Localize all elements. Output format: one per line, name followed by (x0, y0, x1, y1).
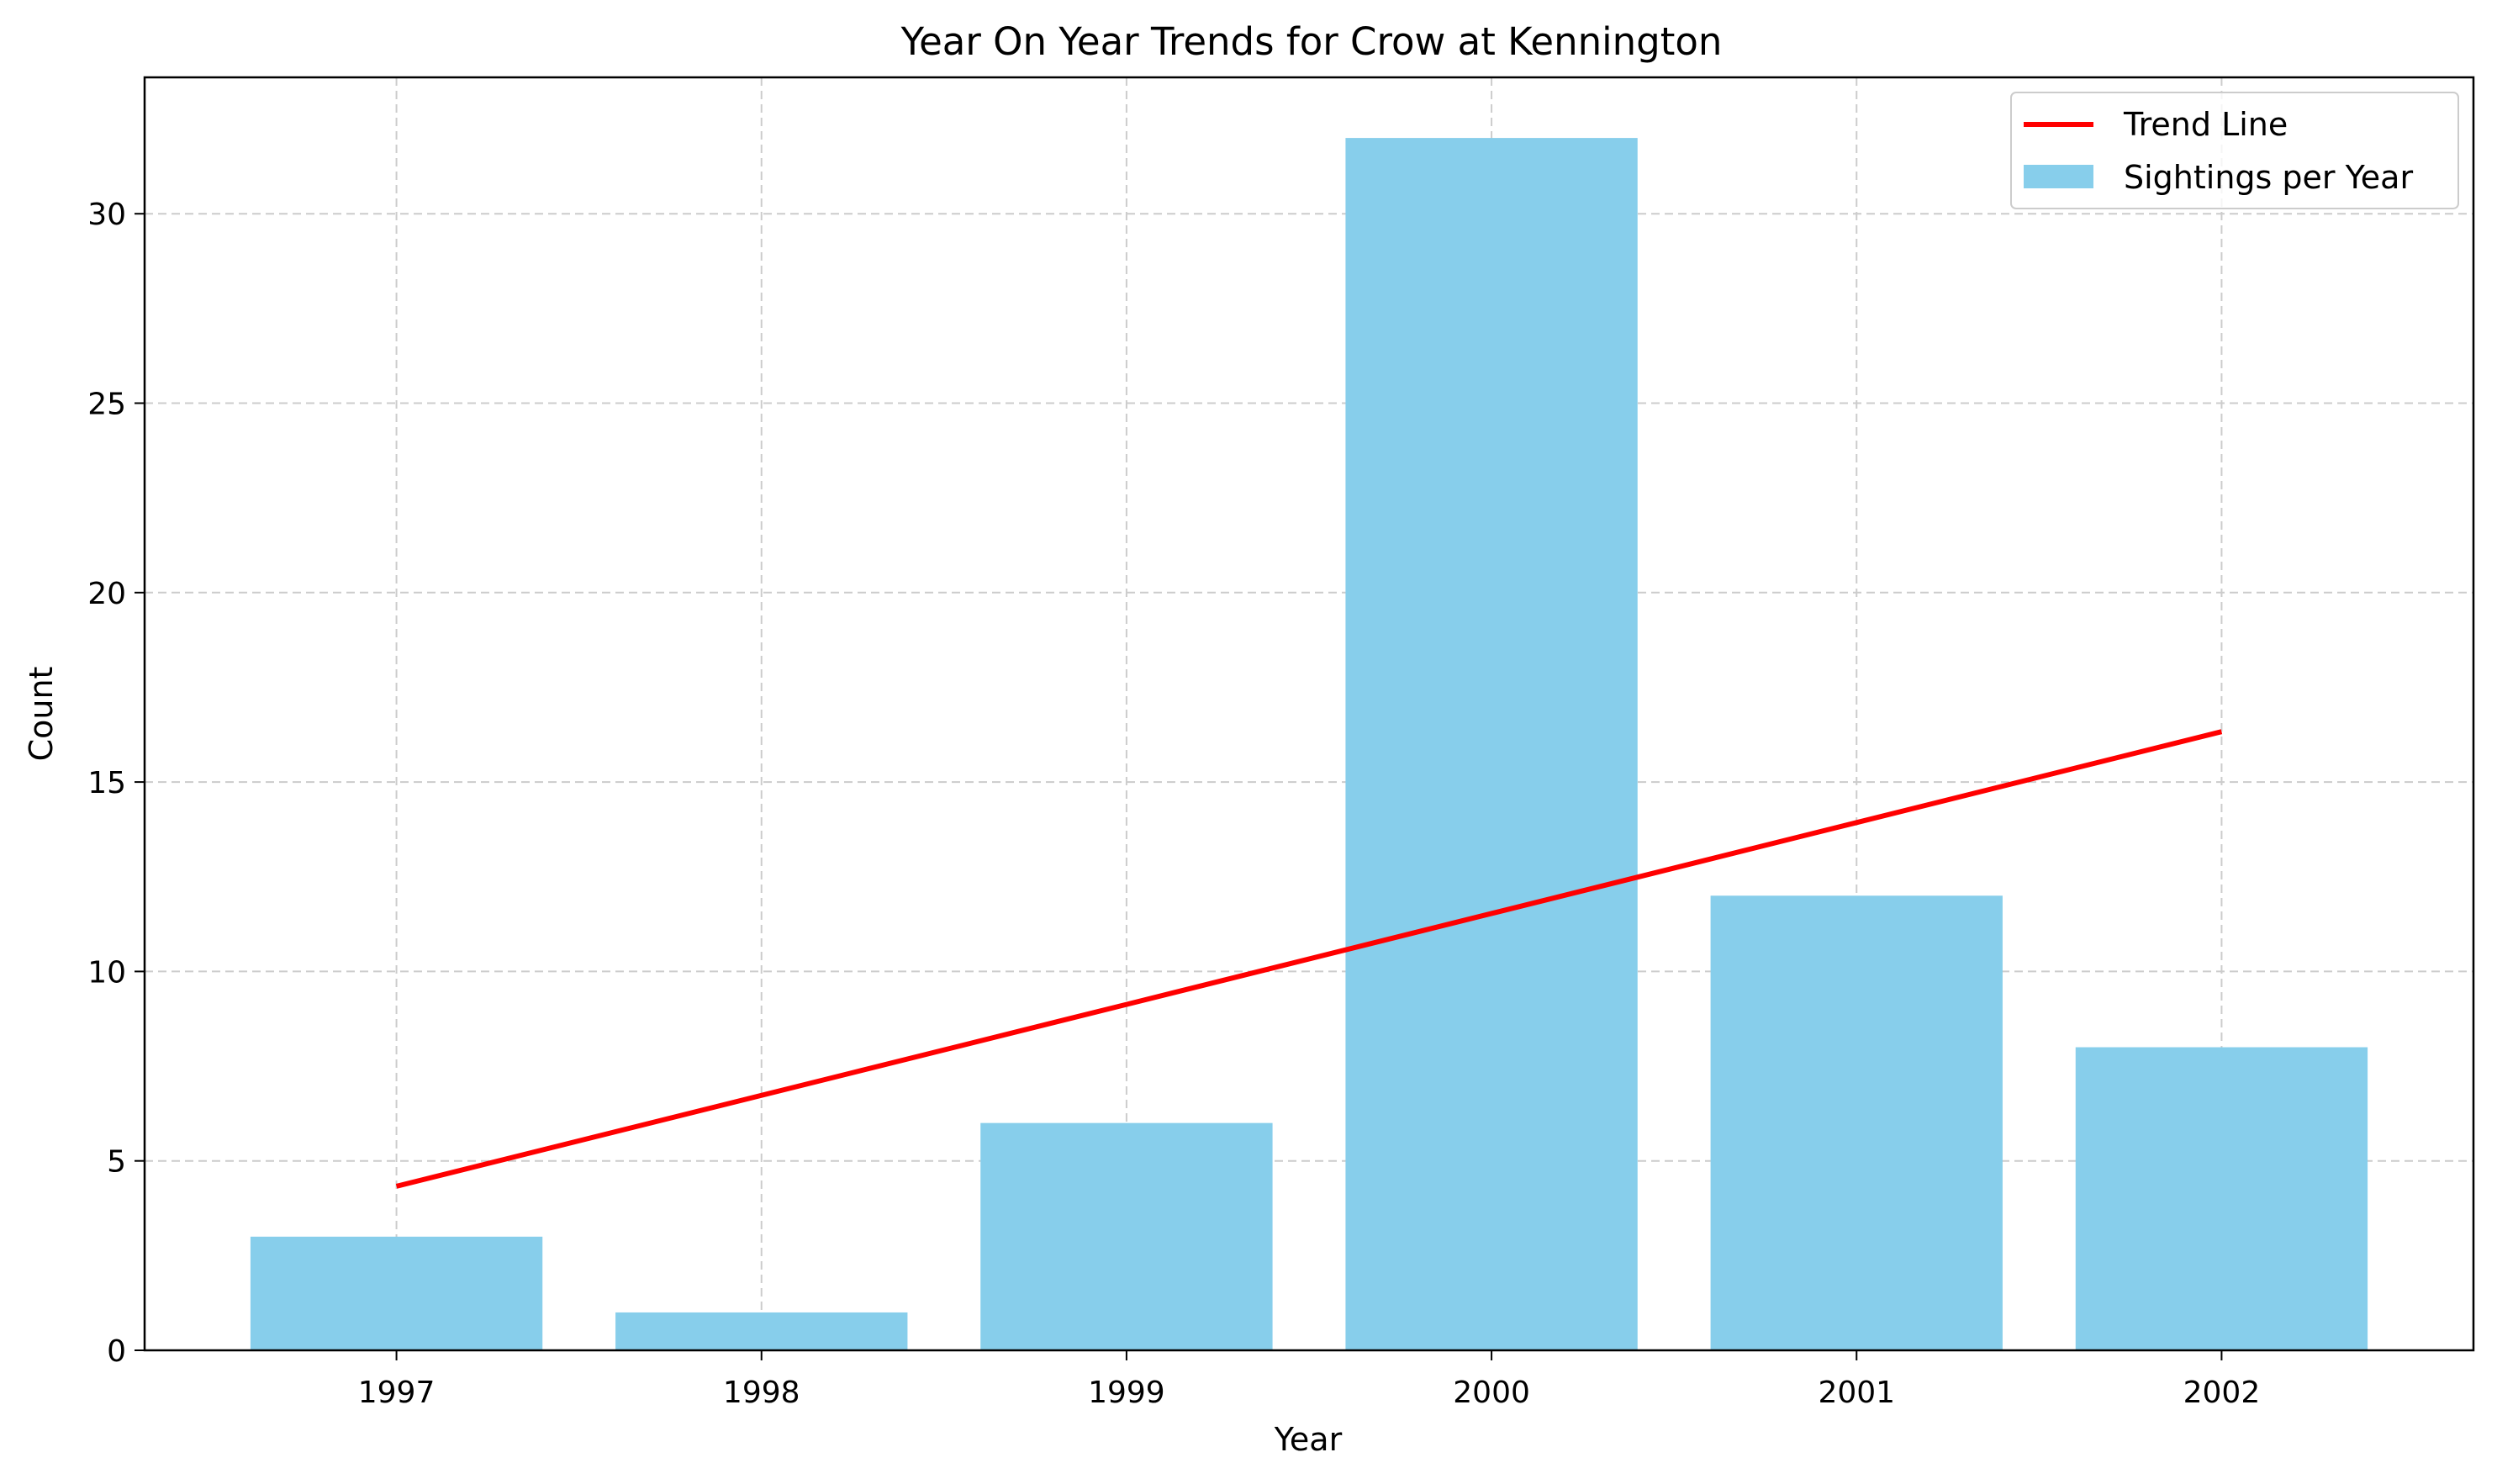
y-tick-label: 15 (87, 766, 126, 800)
bar (1710, 895, 2003, 1350)
y-tick-label: 30 (87, 198, 126, 232)
legend-box (2010, 92, 2459, 209)
legend: Trend Line Sightings per Year (2010, 92, 2459, 209)
x-tick-label: 2001 (1818, 1376, 1895, 1410)
y-tick-label: 20 (87, 577, 126, 611)
y-tick-label: 0 (107, 1334, 126, 1369)
chart-title: Year On Year Trends for Crow at Kenningt… (900, 19, 1723, 64)
legend-bar-label: Sightings per Year (2124, 159, 2413, 196)
y-tick-label: 10 (87, 955, 126, 990)
y-tick-label: 25 (87, 388, 126, 422)
bar (2075, 1047, 2368, 1350)
x-axis: 1997 1998 1999 2000 2001 2002 (358, 1350, 2260, 1410)
plot-frame (143, 76, 2475, 1352)
bar (1345, 138, 1638, 1351)
x-tick-label: 2000 (1453, 1376, 1530, 1410)
bar (615, 1312, 908, 1350)
bar (980, 1122, 1273, 1350)
trend-line (395, 729, 2223, 1189)
legend-bar-swatch (2024, 165, 2093, 188)
y-tick-label: 5 (107, 1145, 126, 1180)
x-tick-label: 1998 (723, 1376, 800, 1410)
y-axis-label: Count (23, 667, 60, 762)
y-axis: 0 5 10 15 20 25 30 (87, 198, 145, 1369)
bars (250, 138, 2368, 1351)
x-tick-label: 1999 (1088, 1376, 1165, 1410)
x-tick-label: 1997 (358, 1376, 436, 1410)
legend-trend-label: Trend Line (2123, 106, 2288, 143)
trend-line-path (395, 729, 2223, 1189)
bar (250, 1236, 543, 1350)
x-tick-label: 2002 (2183, 1376, 2261, 1410)
x-axis-label: Year (1274, 1421, 1343, 1458)
